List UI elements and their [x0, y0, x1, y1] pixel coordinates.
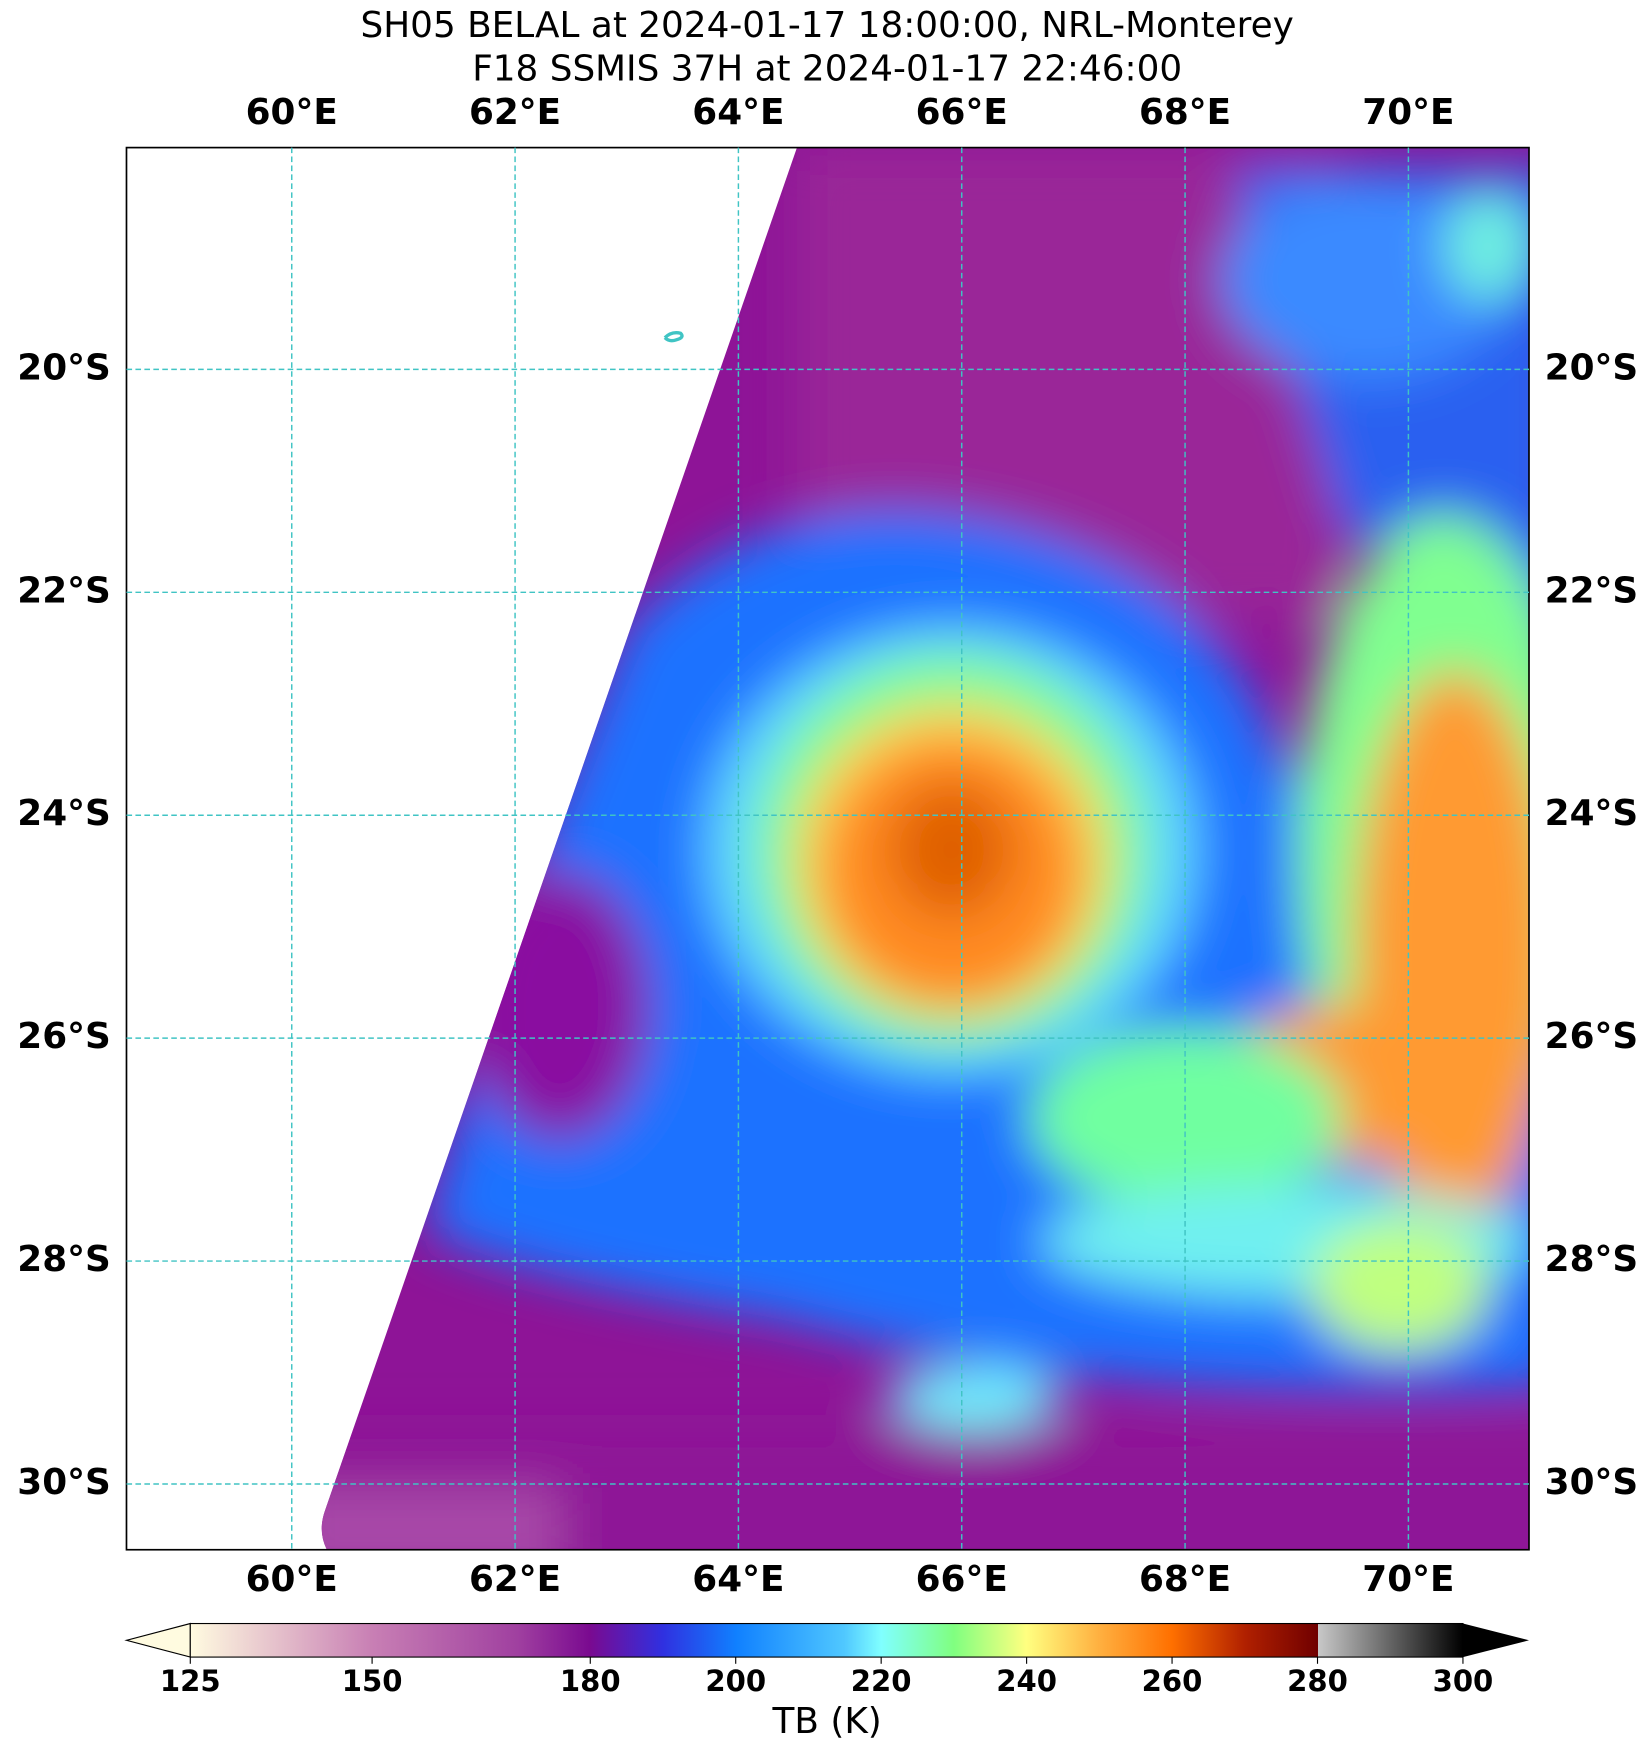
colorbar-tick-label: 180 [560, 1664, 621, 1698]
colorbar-tick-label: 260 [1142, 1664, 1203, 1698]
x-tick-label: 60°E [246, 92, 338, 133]
x-tick-label: 66°E [916, 1559, 1008, 1600]
y-tick-label: 30°S [1545, 1462, 1639, 1503]
colorbar-tick-label: 240 [996, 1664, 1057, 1698]
x-tick-label: 68°E [1139, 1559, 1231, 1600]
y-tick-label: 20°S [1545, 347, 1639, 388]
x-tick-label: 70°E [1362, 1559, 1454, 1600]
x-tick-label: 68°E [1139, 92, 1231, 133]
imagery [321, 147, 1529, 1550]
y-tick-label: 28°S [1545, 1239, 1639, 1280]
colorbar [189, 1622, 1464, 1658]
y-tick-label: 22°S [1545, 570, 1639, 611]
x-tick-label: 64°E [692, 92, 784, 133]
x-tick-label: 62°E [469, 1559, 561, 1600]
x-tick-label: 64°E [692, 1559, 784, 1600]
title-line: SH05 BELAL at 2024-01-17 18:00:00, NRL-M… [361, 5, 1294, 46]
colorbar-tick-label: 150 [342, 1664, 403, 1698]
coastline [663, 330, 684, 343]
x-tick-label: 70°E [1362, 92, 1454, 133]
colorbar-tick-label: 220 [851, 1664, 912, 1698]
colorbar-tick-label: 125 [160, 1664, 221, 1698]
x-tick-label: 62°E [469, 92, 561, 133]
colorbar-tick-label: 300 [1433, 1664, 1494, 1698]
colorbar-tick-label: 200 [705, 1664, 766, 1698]
y-tick-label: 24°S [1545, 793, 1639, 834]
colorbar-tick-label: 280 [1287, 1664, 1348, 1698]
map-frame [125, 146, 1530, 1551]
colorbar-extend-high [1462, 1623, 1529, 1658]
y-tick-label: 22°S [17, 570, 111, 611]
y-tick-label: 28°S [17, 1239, 111, 1280]
colorbar-extend-low [124, 1622, 191, 1658]
y-tick-label: 20°S [17, 347, 111, 388]
y-tick-label: 26°S [17, 1016, 111, 1057]
y-tick-label: 26°S [1545, 1016, 1639, 1057]
colorbar-label: TB (K) [772, 1701, 882, 1742]
y-tick-label: 30°S [17, 1462, 111, 1503]
title-line: F18 SSMIS 37H at 2024-01-17 22:46:00 [472, 48, 1182, 89]
x-tick-label: 60°E [246, 1559, 338, 1600]
y-tick-label: 24°S [17, 793, 111, 834]
x-tick-label: 66°E [916, 92, 1008, 133]
